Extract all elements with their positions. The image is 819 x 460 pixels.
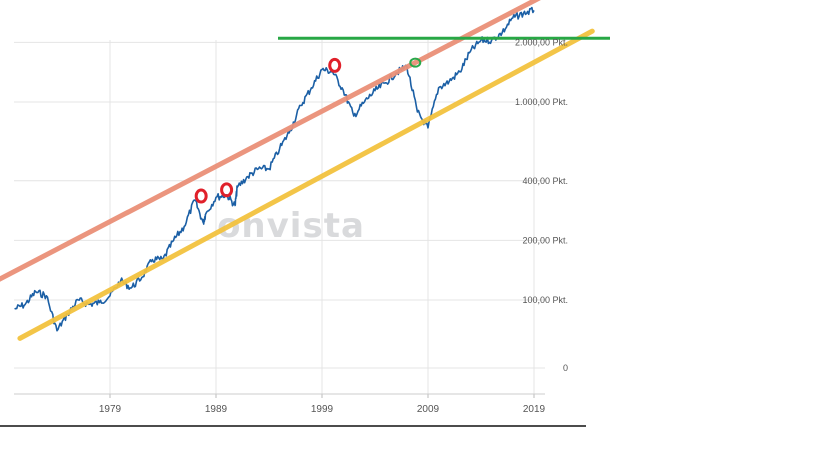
y-tick-label: 400,00 Pkt. bbox=[522, 176, 568, 186]
red-circle-marker bbox=[194, 188, 208, 204]
x-tick-label: 1979 bbox=[99, 404, 122, 415]
y-tick-label: 0 bbox=[563, 363, 568, 373]
annotation-layer bbox=[0, 0, 610, 341]
chart-grid bbox=[14, 40, 545, 398]
x-axis-ticks: 1979 1989 1999 2009 2019 bbox=[99, 404, 546, 415]
red-circle-marker bbox=[220, 182, 234, 198]
series-layer bbox=[14, 6, 535, 332]
green-circle-marker bbox=[409, 57, 422, 68]
y-tick-label: 200,00 Pkt. bbox=[522, 235, 568, 245]
x-tick-label: 2009 bbox=[417, 404, 440, 415]
y-axis-ticks: 0 100,00 Pkt. 200,00 Pkt. 400,00 Pkt. 1.000,… bbox=[515, 37, 568, 373]
y-tick-label: 2.000,00 Pkt. bbox=[515, 37, 568, 47]
x-tick-label: 1989 bbox=[205, 404, 228, 415]
series-line bbox=[14, 6, 535, 332]
x-tick-label: 1999 bbox=[311, 404, 334, 415]
red-circle-marker bbox=[328, 57, 342, 73]
trend-line bbox=[17, 28, 595, 341]
y-tick-label: 100,00 Pkt. bbox=[522, 295, 568, 305]
watermark: onvista bbox=[217, 206, 365, 246]
x-tick-label: 2019 bbox=[523, 404, 546, 415]
trend-line bbox=[0, 0, 541, 282]
y-tick-label: 1.000,00 Pkt. bbox=[515, 97, 568, 107]
